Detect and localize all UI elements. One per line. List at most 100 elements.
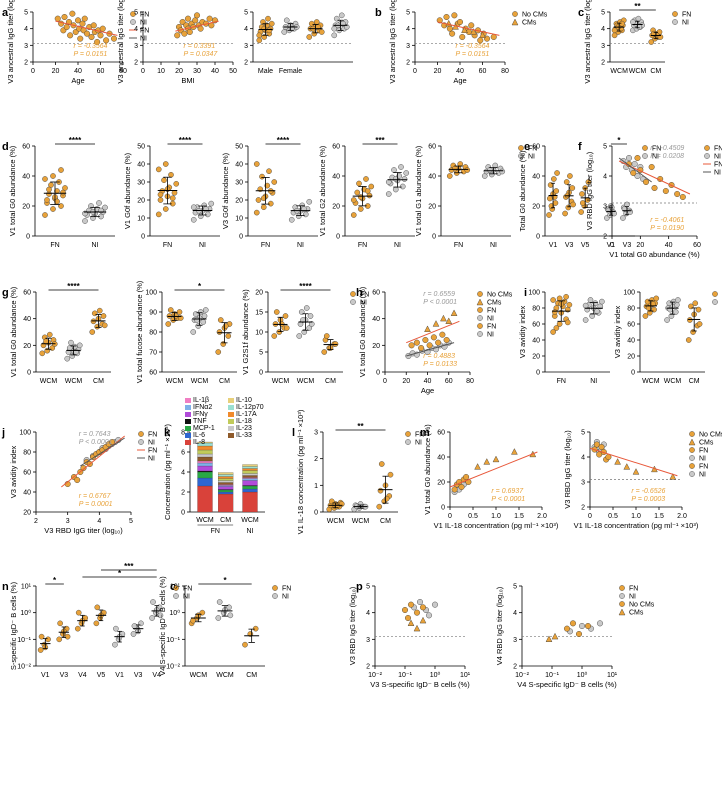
y-tick-label: 3 <box>513 637 517 644</box>
data-dot <box>399 183 406 190</box>
stat-text: r = 0.6559 <box>423 291 455 298</box>
y-axis-label: V3 ancestral IgG titer (log₁₀) <box>583 0 592 84</box>
data-dot <box>75 609 82 616</box>
point-ni <box>597 620 604 627</box>
data-dot <box>387 471 394 478</box>
point-fn <box>430 334 437 341</box>
point-cm <box>669 473 677 480</box>
y-axis-label: V3 ancestral IgG titer (log₁₀) <box>116 0 125 84</box>
category-label: WCM <box>65 378 83 385</box>
point-fn <box>443 337 450 344</box>
category-label: WCM <box>272 378 290 385</box>
category-label: CM <box>220 517 231 524</box>
stacked-bar-segment <box>218 482 234 485</box>
legend-swatch <box>185 440 191 445</box>
point-fn <box>192 17 199 24</box>
stacked-bar-segment <box>197 471 213 479</box>
chart-m2: 2 3 4 5 V3 RBD IgG titer (log₁₀) 0 0.5 1.0 1.5 2.… <box>563 430 722 531</box>
point-fn <box>77 35 84 42</box>
legend-label: FN <box>148 432 157 439</box>
point-fn <box>459 34 466 41</box>
x-tick-label: 30 <box>193 68 201 75</box>
category-label: WCM <box>190 672 208 679</box>
legend-label: FN <box>629 586 638 593</box>
y-tick-label: 2 <box>24 60 28 67</box>
point-fn <box>67 32 74 39</box>
y-tick-label: 80 <box>23 450 31 457</box>
legend-label: NI <box>652 154 659 161</box>
data-dot <box>162 206 169 212</box>
x-tick-label: 10⁰ <box>430 671 441 679</box>
point-fn <box>414 609 421 616</box>
y-tick-label: 80 <box>532 306 540 313</box>
point-fn <box>630 169 637 176</box>
stacked-bar-segment <box>242 473 258 476</box>
data-dot <box>564 319 571 326</box>
data-dot <box>547 195 553 202</box>
data-dot <box>457 161 464 167</box>
point-cm <box>632 468 640 475</box>
point-fn <box>184 15 191 22</box>
y-tick-label: 40 <box>437 455 445 462</box>
x-tick-label: 0 <box>588 513 592 520</box>
data-dot <box>307 313 314 319</box>
stacked-bar-segment <box>197 449 213 455</box>
legend-label: FN <box>652 146 661 153</box>
data-dot <box>253 161 260 167</box>
stat-text: r = 0.4883 <box>423 353 455 360</box>
legend-label: NI <box>360 300 367 307</box>
chart-k: 0 2 4 6 8 Concentration (pg ml⁻¹ ×10³) WCM CM WC… <box>163 397 265 535</box>
y-tick-label: 5 <box>134 10 138 17</box>
significance-label: * <box>53 576 57 585</box>
significance-label: ** <box>634 2 641 11</box>
legend-label: IL-33 <box>236 432 252 439</box>
data-dot <box>282 313 289 319</box>
panel-label-m: m <box>420 427 430 439</box>
point-fn <box>443 13 450 20</box>
legend-label: NI <box>148 456 155 463</box>
y-tick-label: 3 <box>366 637 370 644</box>
x-tick-label: 10¹ <box>460 672 471 679</box>
y-tick-label: 10 <box>137 216 145 223</box>
stacked-bar-segment <box>218 486 234 490</box>
x-tick-label: 2.0 <box>677 513 687 520</box>
data-dot <box>696 321 703 327</box>
y-tick-label: 20 <box>22 204 30 211</box>
data-dot <box>255 197 262 203</box>
stacked-bar-segment <box>218 472 234 475</box>
point-cm <box>545 635 553 642</box>
data-dot <box>260 195 267 201</box>
data-dot <box>202 307 209 313</box>
point-fn <box>186 29 193 36</box>
chart-d3: 0 10 20 30 40 50 V3 G0f abundance (%) FN NI **** <box>221 136 318 249</box>
y-tick-label: 60 <box>437 430 445 437</box>
panel-label-a: a <box>2 7 9 19</box>
data-dot <box>100 313 107 319</box>
data-dot <box>642 313 649 319</box>
y-tick-label: 60 <box>149 370 157 377</box>
data-dot <box>303 305 310 311</box>
data-dot <box>271 179 278 185</box>
category-label: CM <box>325 378 336 385</box>
y-tick-label: 10⁰ <box>20 609 31 617</box>
data-dot <box>403 170 410 176</box>
data-dot <box>579 191 585 197</box>
data-dot <box>281 29 288 35</box>
data-dot <box>149 615 155 621</box>
data-dot <box>37 647 44 653</box>
y-tick-label: 100 <box>19 430 31 437</box>
data-dot <box>553 325 560 331</box>
legend-label: CMs <box>522 20 537 27</box>
category-label: WCM <box>664 378 682 385</box>
y-tick-label: 60 <box>23 290 31 297</box>
data-dot <box>265 15 271 22</box>
legend-dot <box>689 471 695 477</box>
point-fn <box>651 184 658 191</box>
legend-triangle <box>688 438 696 446</box>
chart-d1: 0 20 40 60 V1 total G0 abundance (%) FN NI **** <box>8 136 115 249</box>
data-dot <box>94 323 101 330</box>
legend-label: FN <box>140 28 149 35</box>
legend-label: NI <box>487 332 494 339</box>
data-dot <box>563 293 569 300</box>
